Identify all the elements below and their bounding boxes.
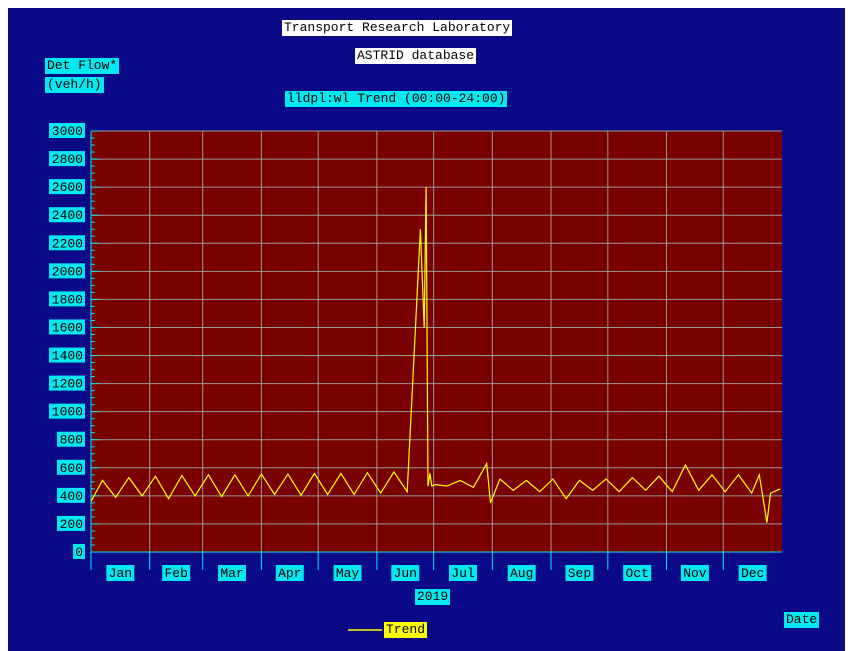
- x-tick-label: Apr: [278, 566, 301, 581]
- x-tick-label-box: [391, 565, 420, 581]
- x-tick-label-box: [680, 565, 709, 581]
- x-tick-label-box: [218, 565, 247, 581]
- y-tick-label-box: [73, 544, 85, 559]
- y-tick-label: 2000: [52, 264, 83, 279]
- y-tick-label-box: [57, 487, 85, 503]
- y-tick-label: 1400: [52, 349, 83, 364]
- y-tick-label-box: [49, 151, 85, 167]
- y-tick-label-box: [49, 347, 85, 363]
- x-tick-label: Sep: [568, 566, 591, 581]
- x-tick-label-box: [333, 565, 362, 581]
- year-label: 2019: [415, 589, 451, 605]
- y-tick-label: 1800: [52, 292, 83, 307]
- x-tick-label: Jun: [394, 566, 417, 581]
- y-tick-label: 3000: [52, 124, 83, 139]
- y-tick-label: 1600: [52, 320, 83, 335]
- y-tick-label: 2600: [52, 180, 83, 195]
- y-tick-label-box: [49, 375, 85, 391]
- y-tick-label-box: [49, 403, 85, 419]
- y-tick-label: 2200: [52, 236, 83, 251]
- x-tick-label-box: [275, 565, 304, 581]
- y-axis-label-line2: (veh/h): [45, 77, 104, 93]
- y-tick-label-box: [57, 515, 85, 531]
- x-tick-label: Mar: [220, 566, 243, 581]
- plot-area: [91, 131, 782, 552]
- x-tick-label: May: [336, 566, 360, 581]
- y-tick-label-box: [49, 235, 85, 251]
- x-tick-label-box: [565, 565, 594, 581]
- x-tick-label: Oct: [625, 566, 648, 581]
- x-tick-label: Jul: [451, 566, 475, 581]
- x-axis-label: Date: [784, 612, 820, 628]
- x-tick-label: Feb: [164, 566, 187, 581]
- y-tick-label: 1000: [52, 405, 83, 420]
- x-tick-label: Nov: [683, 566, 707, 581]
- x-tick-label-box: [507, 565, 536, 581]
- chart-svg: 0 200 400 600 800 1000 1200 1400 1600 1800 2000 220…: [49, 123, 782, 581]
- y-tick-label-box: [49, 291, 85, 307]
- y-tick-label: 2400: [52, 208, 83, 223]
- x-tick-label-box: [162, 565, 191, 581]
- x-tick-label: Jan: [109, 566, 132, 581]
- plot-title: lldpl:wl Trend (00:00-24:00): [285, 91, 508, 107]
- x-tick-label: Dec: [741, 566, 764, 581]
- y-tick-label-box: [49, 207, 85, 223]
- chart-title: Transport Research Laboratory: [282, 20, 513, 36]
- y-tick-label-box: [49, 123, 85, 138]
- x-tick-label: Aug: [510, 566, 533, 581]
- x-tick-label-box: [623, 565, 652, 581]
- y-tick-label-box: [49, 319, 85, 335]
- y-tick-label: 0: [75, 545, 83, 560]
- chart-window: 0 200 400 600 800 1000 1200 1400 1600 1800 2000 220…: [8, 8, 845, 651]
- x-tick-label-box: [449, 565, 478, 581]
- y-tick-label: 400: [60, 489, 83, 504]
- y-axis-label-line1: Det Flow*: [45, 58, 120, 74]
- series-line-trend: [90, 187, 781, 523]
- chart-subtitle: ASTRID database: [355, 48, 477, 64]
- y-tick-label-box: [49, 263, 85, 279]
- y-tick-label-box: [57, 459, 85, 475]
- y-tick-label: 800: [60, 433, 83, 448]
- y-tick-label: 2800: [52, 152, 83, 167]
- y-tick-label: 600: [60, 461, 83, 476]
- y-tick-label: 1200: [52, 377, 83, 392]
- y-tick-label-box: [49, 179, 85, 195]
- y-tick-label: 200: [60, 517, 83, 532]
- y-tick-label-box: [57, 431, 85, 447]
- x-tick-label-box: [738, 565, 767, 581]
- x-tick-label-box: [106, 565, 135, 581]
- legend-label: Trend: [384, 622, 428, 638]
